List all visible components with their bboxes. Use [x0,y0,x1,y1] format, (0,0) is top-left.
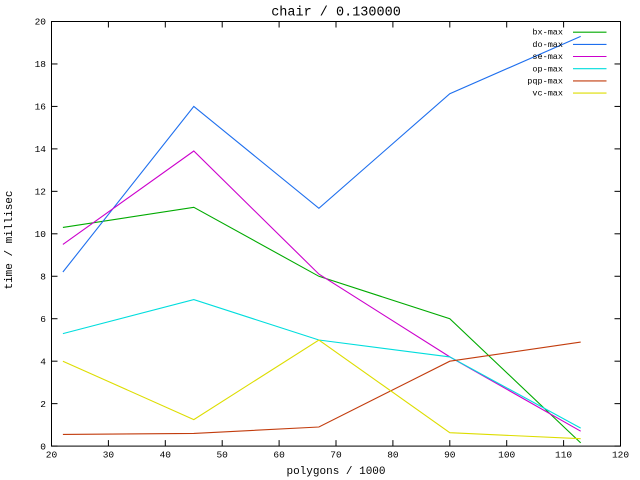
svg-text:4: 4 [40,356,46,367]
svg-text:chair / 0.130000: chair / 0.130000 [271,6,401,21]
svg-text:70: 70 [330,450,342,461]
svg-text:vc-max: vc-max [532,89,563,99]
svg-text:14: 14 [35,144,47,155]
svg-text:18: 18 [35,59,47,70]
svg-text:20: 20 [35,17,47,28]
svg-text:8: 8 [40,272,46,283]
svg-text:80: 80 [387,450,399,461]
svg-text:6: 6 [40,314,46,325]
svg-text:16: 16 [35,102,47,113]
svg-text:50: 50 [216,450,228,461]
svg-text:0: 0 [40,441,46,452]
svg-text:se-max: se-max [532,52,563,62]
svg-text:10: 10 [35,229,47,240]
svg-text:do-max: do-max [532,40,563,50]
svg-text:polygons / 1000: polygons / 1000 [286,466,385,478]
svg-text:40: 40 [160,450,172,461]
svg-text:bx-max: bx-max [532,28,563,38]
svg-text:100: 100 [498,450,515,461]
svg-text:110: 110 [555,450,572,461]
svg-text:time / millisec: time / millisec [4,190,16,289]
svg-text:60: 60 [273,450,285,461]
svg-text:30: 30 [103,450,115,461]
svg-text:op-max: op-max [532,64,563,74]
svg-text:120: 120 [612,450,629,461]
svg-text:90: 90 [444,450,456,461]
svg-text:12: 12 [35,187,47,198]
svg-text:20: 20 [46,450,58,461]
svg-text:2: 2 [40,399,46,410]
svg-text:pqp-max: pqp-max [527,77,563,87]
